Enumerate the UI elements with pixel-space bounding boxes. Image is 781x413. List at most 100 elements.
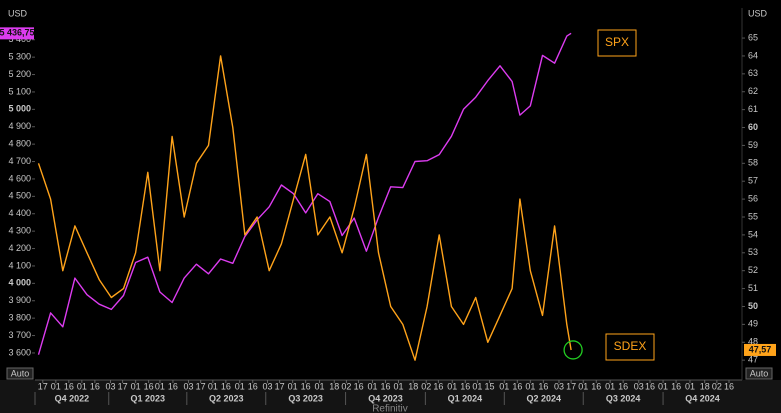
x-tick-label: 01 [131,381,141,391]
x-tick-label: 17 [275,381,285,391]
x-tick-label: 16 [301,381,311,391]
x-tick-label: 01 [605,381,615,391]
quarter-label: Q1 2023 [131,393,166,403]
y-tick-label: 5 200 [8,69,31,79]
x-tick-label: 16 [671,381,681,391]
quarter-label: Q4 2023 [368,393,403,403]
y2-tick-label: 48 [748,337,758,347]
x-tick-label: 16 [221,381,231,391]
y-tick-label: 4 900 [8,121,31,131]
quarter-label: Q4 2022 [55,393,90,403]
x-tick-label: 16 [512,381,522,391]
x-tick-label: 01 [578,381,588,391]
x-tick-label: 15 [485,381,495,391]
quarter-label: Q1 2024 [448,393,483,403]
y2-tick-label: 54 [748,229,758,239]
y-tick-label: 5 000 [8,104,31,114]
x-tick-label: 01 [685,381,695,391]
x-tick-label: 17 [196,381,206,391]
x-tick-label: 16 [64,381,74,391]
y2-tick-label: 61 [748,104,758,114]
legend-entry: SDEX [614,339,647,353]
x-tick-label: 17 [566,381,576,391]
auto-label[interactable]: Auto [11,368,30,378]
x-tick-label: 16 [591,381,601,391]
y-tick-label: 3 900 [8,295,31,305]
value-badge [744,343,776,356]
y-axis-unit: USD [8,8,28,18]
x-tick-label: 16 [645,381,655,391]
auto-label[interactable]: Auto [750,368,769,378]
source: Refinitiv [372,404,408,413]
x-tick-label: 01 [77,381,87,391]
x-tick-label: 16 [433,381,443,391]
y-tick-label: 5 100 [8,86,31,96]
y2-tick-label: 55 [748,211,758,221]
y-tick-label: 4 700 [8,156,31,166]
value-badge [0,27,34,40]
y2-tick-label: 47 [748,355,758,365]
value-badge-label: 47,57 [749,344,772,354]
x-tick-label: 01 [472,381,482,391]
x-tick-label: 01 [658,381,668,391]
y-tick-label: 3 800 [8,313,31,323]
x-tick-label: 01 [51,381,61,391]
x-tick-label: 02 [341,381,351,391]
y2-tick-label: 64 [748,50,758,60]
y2-tick-label: 50 [748,301,758,311]
x-tick-label: 18 [329,381,339,391]
x-axis-band [0,380,781,413]
x-tick-label: 01 [525,381,535,391]
quarter-label: Q3 2023 [288,393,323,403]
y2-tick-label: 60 [748,122,758,132]
x-tick-label: 02 [421,381,431,391]
quarter-label: Q2 2023 [209,393,244,403]
y2-tick-label: 51 [748,283,758,293]
x-tick-label: 16 [90,381,100,391]
y-tick-label: 4 200 [8,243,31,253]
x-tick-label: 16 [538,381,548,391]
y-tick-label: 4 500 [8,191,31,201]
y-tick-label: 4 600 [8,173,31,183]
x-tick-label: 01 [393,381,403,391]
auto-button[interactable] [6,367,34,380]
y2-tick-label: 56 [748,193,758,203]
value-badge-label: 5 436,75 [0,28,35,38]
x-tick-label: 18 [408,381,418,391]
y-tick-label: 4 800 [8,139,31,149]
auto-button[interactable] [745,367,773,380]
y2-tick-label: 53 [748,247,758,257]
x-tick-label: 01 [367,381,377,391]
x-tick-label: 17 [38,381,48,391]
y2-tick-label: 65 [748,32,758,42]
x-tick-label: 16 [618,381,628,391]
y-tick-label: 5 300 [8,52,31,62]
legend-box [605,333,655,361]
y-tick-label: 4 300 [8,226,31,236]
legend-entry: SPX [605,35,629,49]
y-tick-label: 4 100 [8,260,31,270]
x-tick-label: 16 [354,381,364,391]
x-tick-label: 16 [144,381,154,391]
series-line [37,55,572,361]
y2-tick-label: 63 [748,68,758,78]
x-tick-label: 01 [155,381,165,391]
y-tick-label: 3 700 [8,330,31,340]
x-tick-label: 16 [460,381,470,391]
y2-tick-label: 49 [748,319,758,329]
y-tick-label: 4 000 [8,278,31,288]
y2-tick-label: 57 [748,176,758,186]
x-tick-label: 01 [447,381,457,391]
x-tick-label: 03 [554,381,564,391]
x-tick-label: 02 [712,381,722,391]
y2-tick-label: 52 [748,265,758,275]
x-tick-label: 03 [105,381,115,391]
x-tick-label: 03 [184,381,194,391]
x-tick-label: 01 [235,381,245,391]
y-tick-label: 4 400 [8,208,31,218]
x-tick-label: 17 [118,381,128,391]
y2-tick-label: 59 [748,140,758,150]
